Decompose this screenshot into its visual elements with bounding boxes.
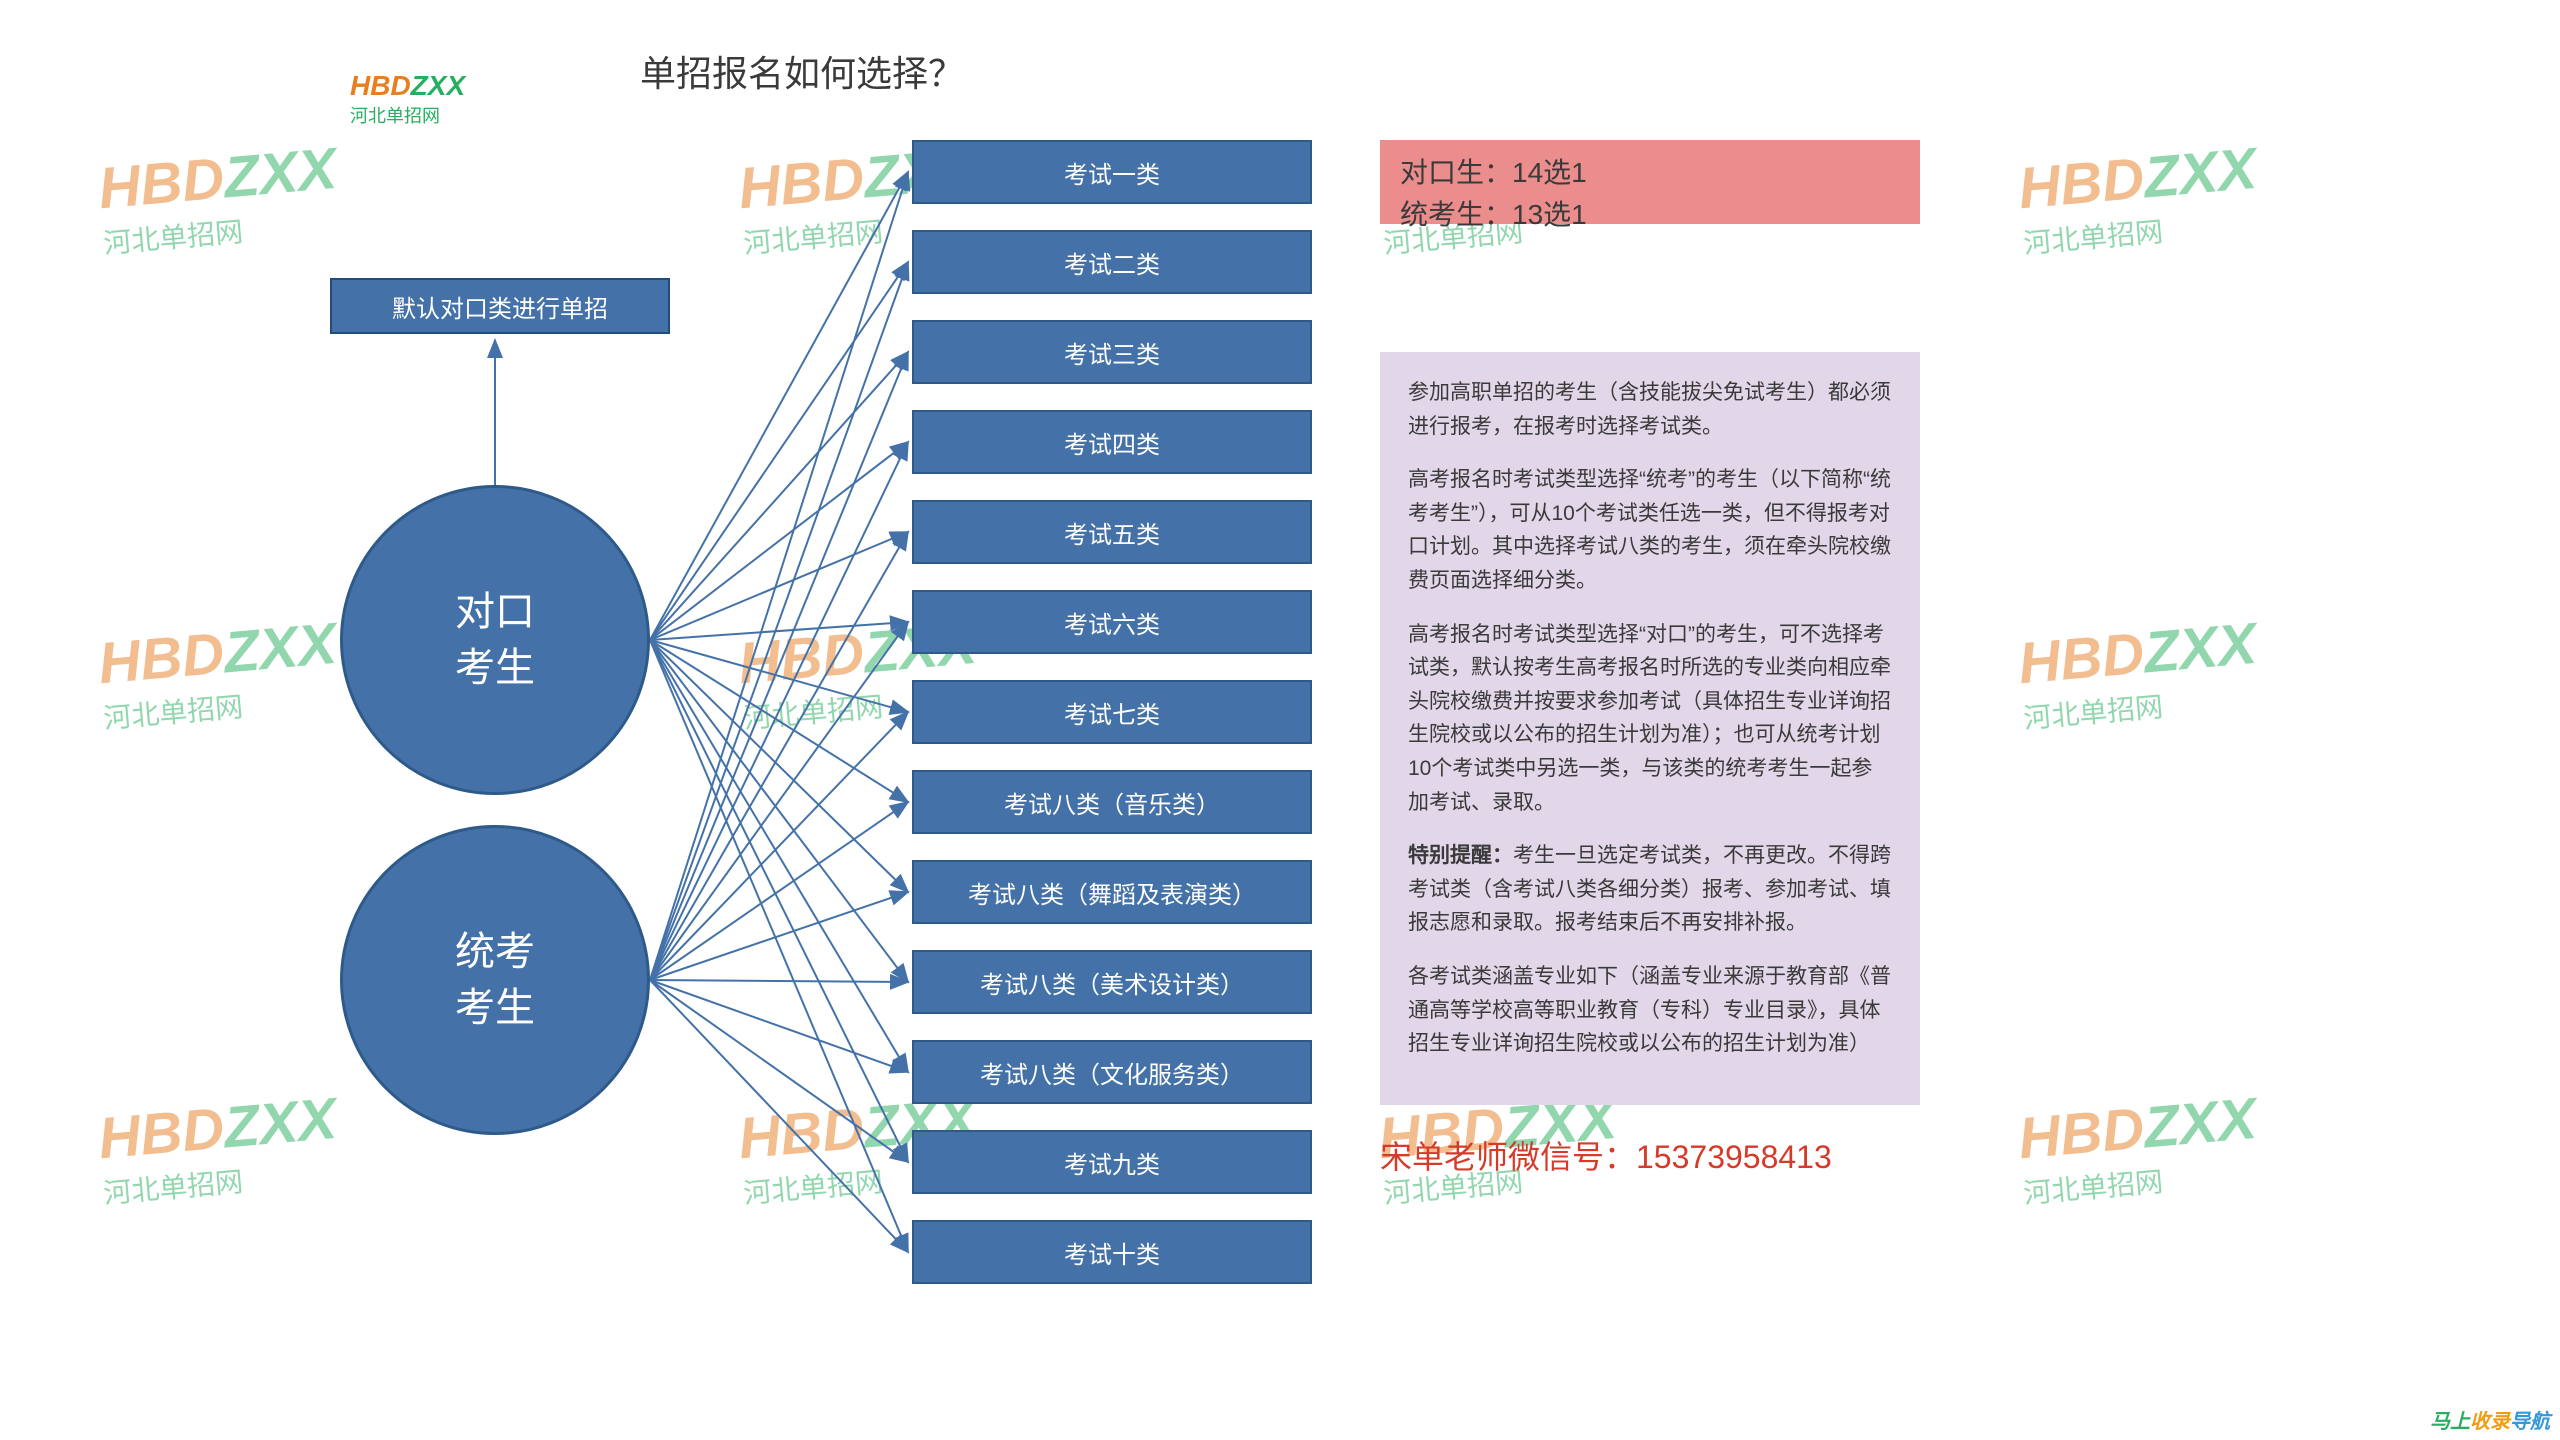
category-box-1: 考试二类 bbox=[912, 230, 1312, 294]
summary-line1: 对口生：14选1 bbox=[1400, 152, 1900, 194]
logo-text: HBDZXX bbox=[350, 70, 550, 102]
category-box-3: 考试四类 bbox=[912, 410, 1312, 474]
watermark: HBDZXX河北单招网 bbox=[96, 610, 343, 737]
category-box-5: 考试六类 bbox=[912, 590, 1312, 654]
explanation-box: 参加高职单招的考生（含技能拔尖免试考生）都必须进行报考，在报考时选择考试类。高考… bbox=[1380, 352, 1920, 1105]
default-box: 默认对口类进行单招 bbox=[330, 278, 670, 334]
explanation-paragraph: 特别提醒：考生一旦选定考试类，不再更改。不得跨考试类（含考试八类各细分类）报考、… bbox=[1408, 839, 1892, 940]
category-box-11: 考试九类 bbox=[912, 1130, 1312, 1194]
watermark: HBDZXX河北单招网 bbox=[2016, 1085, 2263, 1212]
category-box-4: 考试五类 bbox=[912, 500, 1312, 564]
category-box-0: 考试一类 bbox=[912, 140, 1312, 204]
watermark: HBDZXX河北单招网 bbox=[2016, 610, 2263, 737]
explanation-paragraph: 参加高职单招的考生（含技能拔尖免试考生）都必须进行报考，在报考时选择考试类。 bbox=[1408, 376, 1892, 443]
watermark: HBDZXX河北单招网 bbox=[96, 135, 343, 262]
category-box-7: 考试八类（音乐类） bbox=[912, 770, 1312, 834]
watermark: HBDZXX河北单招网 bbox=[96, 1085, 343, 1212]
category-box-2: 考试三类 bbox=[912, 320, 1312, 384]
logo-subtitle: 河北单招网 bbox=[350, 102, 550, 128]
explanation-paragraph: 高考报名时考试类型选择“统考”的考生（以下简称“统考考生”），可从10个考试类任… bbox=[1408, 463, 1892, 597]
circle-duikou: 对口考生 bbox=[340, 485, 650, 795]
category-box-9: 考试八类（美术设计类） bbox=[912, 950, 1312, 1014]
category-box-8: 考试八类（舞蹈及表演类） bbox=[912, 860, 1312, 924]
category-box-10: 考试八类（文化服务类） bbox=[912, 1040, 1312, 1104]
summary-line2: 统考生：13选1 bbox=[1400, 194, 1900, 236]
category-box-12: 考试十类 bbox=[912, 1220, 1312, 1284]
logo: HBDZXX 河北单招网 bbox=[350, 70, 550, 150]
contact-info: 宋单老师微信号：15373958413 bbox=[1380, 1132, 1832, 1178]
summary-box: 对口生：14选1 统考生：13选1 bbox=[1380, 140, 1920, 224]
page-title: 单招报名如何选择？ bbox=[640, 45, 964, 97]
circle-tongkao: 统考考生 bbox=[340, 825, 650, 1135]
watermark: HBDZXX河北单招网 bbox=[2016, 135, 2263, 262]
category-box-6: 考试七类 bbox=[912, 680, 1312, 744]
explanation-paragraph: 各考试类涵盖专业如下（涵盖专业来源于教育部《普通高等学校高等职业教育（专科）专业… bbox=[1408, 960, 1892, 1061]
footer-watermark: 马上收录导航 bbox=[2430, 1405, 2550, 1434]
explanation-paragraph: 高考报名时考试类型选择“对口”的考生，可不选择考试类，默认按考生高考报名时所选的… bbox=[1408, 618, 1892, 820]
